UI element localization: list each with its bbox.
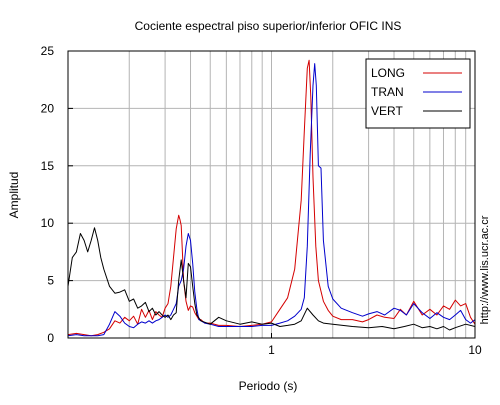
series-line-vert	[68, 227, 475, 331]
series-line-long	[68, 59, 475, 337]
x-tick-label: 10	[468, 343, 482, 357]
y-tick-label: 25	[41, 44, 55, 58]
legend-label-tran: TRAN	[371, 85, 404, 99]
y-tick-label: 15	[41, 159, 55, 173]
tick-layer: 0 5 10 15 20 25 1 10	[41, 44, 482, 357]
series-line-tran	[68, 63, 475, 337]
y-tick-label: 10	[41, 216, 55, 230]
legend: LONG TRAN VERT	[365, 58, 471, 129]
x-axis-label: Periodo (s)	[239, 379, 298, 393]
y-tick-label: 0	[47, 331, 54, 345]
series-layer	[68, 59, 475, 337]
chart-title: Cociente espectral piso superior/inferio…	[135, 19, 402, 33]
side-url-text: http://www.lis.ucr.ac.cr	[479, 215, 491, 324]
legend-label-vert: VERT	[371, 104, 403, 118]
y-axis-label: Amplitud	[7, 172, 21, 219]
x-tick-label: 1	[268, 343, 275, 357]
y-tick-label: 20	[41, 101, 55, 115]
legend-label-long: LONG	[371, 66, 405, 80]
legend-box	[365, 58, 471, 129]
y-tick-label: 5	[47, 274, 54, 288]
